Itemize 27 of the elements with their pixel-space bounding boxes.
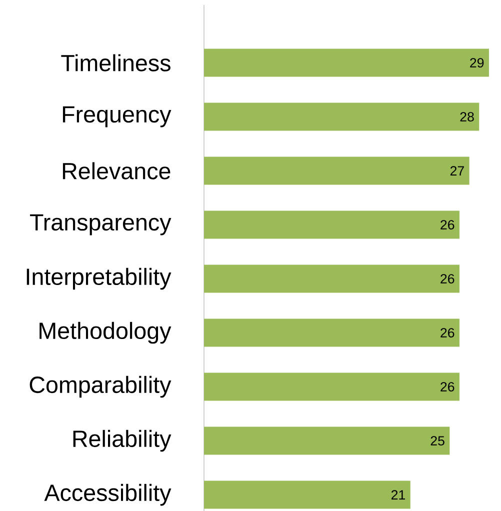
y-tick-label: Comparability (30, 376, 172, 398)
data-label: 27 (450, 166, 464, 176)
bar (204, 48, 489, 77)
y-tick-label: Timeliness (61, 54, 170, 72)
bar (204, 318, 460, 347)
bar (204, 156, 470, 185)
data-label: 26 (440, 382, 454, 392)
y-tick-label: Reliability (73, 430, 172, 452)
y-tick-label: Transparency (30, 214, 172, 236)
y-tick-label: Accessibility (44, 484, 172, 506)
bar (204, 426, 450, 455)
data-label: 26 (440, 220, 454, 230)
y-tick-label: Methodology (40, 322, 172, 344)
data-label: 29 (470, 58, 484, 68)
bar (204, 480, 410, 509)
data-label: 21 (391, 490, 405, 500)
bar (204, 264, 460, 293)
data-label: 26 (440, 274, 454, 284)
bar (204, 102, 480, 131)
data-label: 28 (460, 112, 474, 122)
data-label: 25 (430, 436, 444, 446)
y-tick-label: Interpretability (26, 268, 172, 290)
y-tick-label: Frequency (62, 106, 172, 128)
bar (204, 210, 460, 239)
data-label: 26 (440, 328, 454, 338)
bar (204, 372, 460, 401)
y-tick-label: Relevance (62, 162, 170, 180)
